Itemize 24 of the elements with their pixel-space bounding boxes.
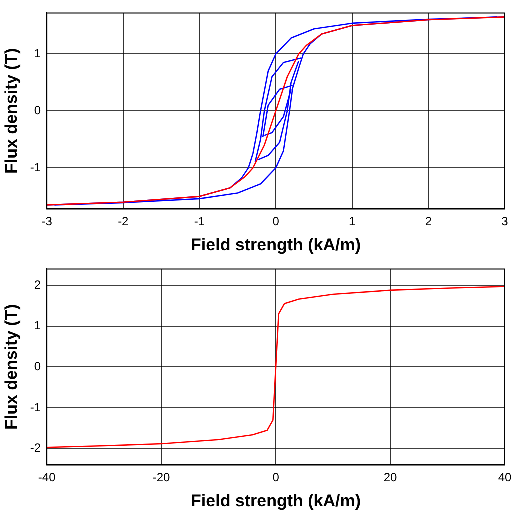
y-tick-label: 1: [34, 318, 42, 333]
x-tick-label: 0: [272, 470, 280, 485]
x-tick-label: -1: [194, 214, 206, 229]
x-tick-label: -20: [152, 470, 171, 485]
y-tick-label: -2: [30, 441, 42, 456]
x-axis-title: Field strength (kA/m): [191, 491, 362, 510]
y-tick-label: 1: [34, 46, 42, 61]
y-tick-label: 0: [34, 104, 42, 118]
x-tick-label: -40: [38, 470, 56, 485]
x-tick-label: -2: [118, 214, 130, 229]
y-axis-title: Flux density (T): [2, 304, 21, 430]
x-tick-label: 3: [502, 214, 509, 229]
x-tick-label: 2: [425, 214, 432, 229]
y-tick-label: 0: [34, 360, 42, 374]
x-tick-label: 1: [349, 214, 356, 229]
y-tick-label: -1: [30, 400, 42, 414]
x-tick-label: -3: [42, 214, 53, 229]
y-tick-label: -1: [30, 160, 42, 174]
y-axis-title: Flux density (T): [2, 48, 21, 174]
x-tick-label: 0: [272, 214, 280, 229]
y-tick-label: 2: [34, 278, 42, 292]
x-axis-title: Field strength (kA/m): [191, 235, 362, 254]
x-tick-label: 40: [498, 470, 512, 485]
x-tick-label: 20: [384, 470, 398, 485]
